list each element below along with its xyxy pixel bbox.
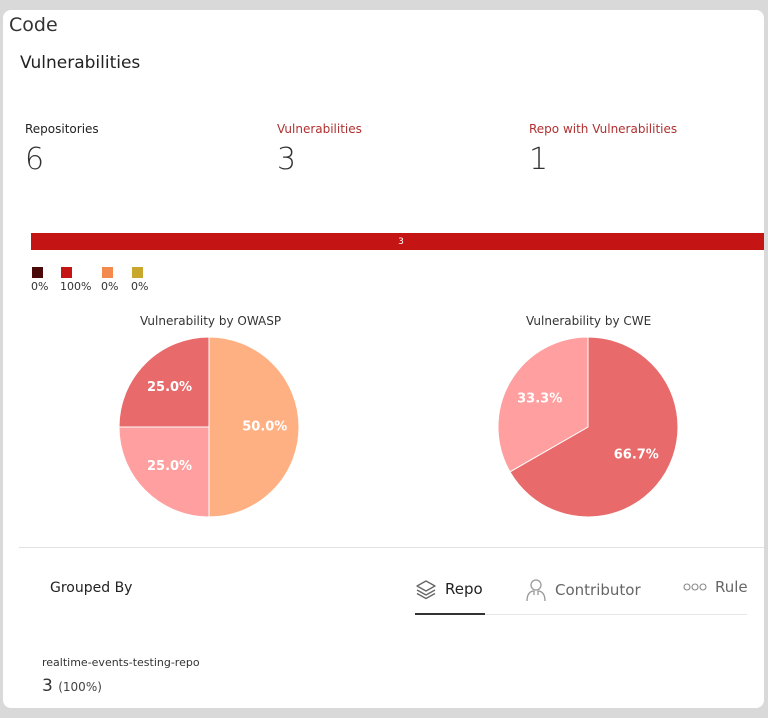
pie-slice-2[interactable] bbox=[118, 336, 210, 428]
card-title: Code bbox=[9, 14, 58, 36]
stat-vulnerabilities[interactable]: Vulnerabilities 3 bbox=[277, 122, 362, 177]
tab-label: Rule bbox=[715, 578, 748, 596]
repo-count: 3 (100%) bbox=[42, 676, 102, 696]
stat-value: 1 bbox=[529, 142, 549, 177]
stat-value: 6 bbox=[25, 142, 45, 177]
repo-count-percent: (100%) bbox=[58, 680, 102, 694]
pie-slice-1[interactable] bbox=[497, 336, 589, 473]
person-icon bbox=[526, 579, 546, 602]
stat-value: 3 bbox=[277, 142, 297, 177]
severity-bar[interactable]: 3 bbox=[31, 233, 764, 250]
legend-item-low: 0% bbox=[131, 267, 148, 293]
layers-icon bbox=[416, 580, 436, 600]
grouped-by-label: Grouped By bbox=[50, 580, 133, 596]
pie-slice-1[interactable] bbox=[118, 426, 210, 518]
stat-repositories: Repositories 6 bbox=[25, 122, 99, 177]
active-tab-indicator bbox=[415, 613, 485, 615]
owasp-chart-title: Vulnerability by OWASP bbox=[140, 314, 282, 328]
owasp-pie-chart: 50.0% 25.0% 25.0% bbox=[118, 336, 300, 518]
cwe-chart-title: Vulnerability by CWE bbox=[526, 314, 652, 328]
legend-swatch bbox=[132, 267, 143, 278]
pie-slice-label-1: 25.0% bbox=[147, 459, 192, 474]
tab-contributor[interactable]: Contributor bbox=[525, 578, 641, 602]
section-title: Vulnerabilities bbox=[20, 53, 141, 73]
legend-percent: 100% bbox=[60, 280, 92, 293]
pie-slice-label-1: 33.3% bbox=[517, 392, 562, 407]
tab-repo[interactable]: Repo bbox=[415, 578, 483, 600]
stat-label[interactable]: Vulnerabilities bbox=[277, 122, 362, 136]
tabs-baseline bbox=[415, 614, 747, 615]
legend-item-critical: 0% bbox=[31, 267, 48, 293]
legend-item-medium: 0% bbox=[101, 267, 118, 293]
stat-label[interactable]: Repo with Vulnerabilities bbox=[529, 122, 678, 136]
repo-name[interactable]: realtime-events-testing-repo bbox=[42, 656, 200, 669]
legend-percent: 0% bbox=[101, 280, 119, 293]
section-divider bbox=[19, 547, 764, 548]
legend-percent: 0% bbox=[131, 280, 149, 293]
pie-slice-label-2: 25.0% bbox=[147, 380, 192, 395]
legend-item-high: 100% bbox=[60, 267, 91, 293]
repo-count-value: 3 bbox=[42, 676, 53, 696]
pie-slice-label-0: 50.0% bbox=[242, 420, 287, 435]
pie-slice-label-0: 66.7% bbox=[614, 447, 659, 462]
dots-icon bbox=[683, 583, 707, 591]
pie-slice-0[interactable] bbox=[208, 336, 300, 518]
tab-rule[interactable]: Rule bbox=[683, 578, 748, 596]
legend-swatch bbox=[32, 267, 43, 278]
legend-percent: 0% bbox=[31, 280, 49, 293]
code-card: Code Vulnerabilities Repositories 6 Vuln… bbox=[3, 10, 764, 708]
cwe-pie-chart: 66.7% 33.3% bbox=[497, 336, 679, 518]
legend-swatch bbox=[102, 267, 113, 278]
tab-label: Repo bbox=[445, 580, 483, 598]
tab-label: Contributor bbox=[555, 581, 641, 599]
legend-swatch bbox=[61, 267, 72, 278]
stat-repo-with-vulnerabilities[interactable]: Repo with Vulnerabilities 1 bbox=[529, 122, 677, 177]
pie-slice-0[interactable] bbox=[509, 336, 679, 518]
stat-label: Repositories bbox=[25, 122, 99, 136]
